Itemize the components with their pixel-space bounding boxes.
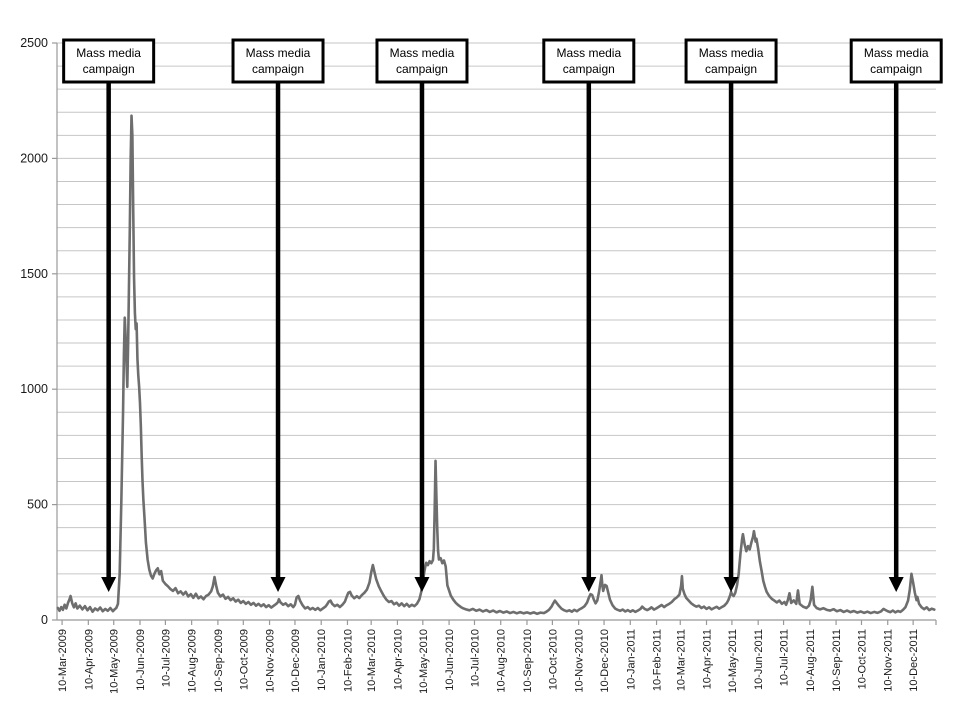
y-tick-label: 1000 <box>20 382 48 396</box>
x-tick-label: 10-Jun-2010 <box>444 629 456 691</box>
x-tick-label: 10-Jun-2009 <box>135 629 147 691</box>
campaign-arrowhead <box>414 577 430 592</box>
x-tick-label: 10-May-2010 <box>418 629 430 694</box>
x-tick-label: 10-Jul-2010 <box>469 629 481 687</box>
campaign-arrowhead <box>270 577 286 592</box>
x-tick-label: 10-Feb-2011 <box>652 629 664 691</box>
x-tick-label: 10-Aug-2011 <box>805 629 817 692</box>
y-tick-label: 1500 <box>20 267 48 281</box>
x-tick-label: 10-Sep-2009 <box>213 629 225 693</box>
campaign-label-line2: campaign <box>396 62 448 76</box>
campaign-annotation: Mass media campaign <box>62 38 156 592</box>
campaign-box <box>684 38 778 84</box>
campaign-arrowhead <box>723 577 739 592</box>
campaign-arrowhead <box>581 577 597 592</box>
series-line <box>56 114 936 616</box>
campaign-label-line1: Mass media <box>246 46 311 60</box>
x-tick-label: 10-Jan-2011 <box>625 629 637 690</box>
x-tick-label: 10-Apr-2009 <box>83 629 95 690</box>
campaign-label-line2: campaign <box>870 62 922 76</box>
campaign-box <box>542 38 636 84</box>
campaign-arrowhead <box>888 577 904 592</box>
campaign-annotation: Mass media campaign <box>375 38 469 592</box>
campaign-box <box>62 38 156 84</box>
campaign-label-line2: campaign <box>563 62 615 76</box>
x-tick-label: 10-Aug-2010 <box>496 629 508 693</box>
campaign-label-line1: Mass media <box>556 46 621 60</box>
x-tick-label: 10-Sep-2011 <box>831 629 843 692</box>
x-tick-label: 10-Jan-2010 <box>316 629 328 691</box>
campaign-label-line1: Mass media <box>864 46 929 60</box>
campaign-annotation: Mass media campaign <box>849 38 943 592</box>
campaign-annotation: Mass media campaign <box>684 38 778 592</box>
x-tick-label: 10-Nov-2009 <box>265 629 277 693</box>
x-tick-label: 10-May-2011 <box>727 629 739 693</box>
campaign-label-line1: Mass media <box>699 46 764 60</box>
x-tick-label: 10-Apr-2010 <box>392 629 404 690</box>
campaign-label-line2: campaign <box>252 62 304 76</box>
x-tick-label: 10-May-2009 <box>109 629 121 694</box>
x-tick-label: 10-Jun-2011 <box>753 629 765 690</box>
x-tick-label: 10-Dec-2010 <box>599 629 611 693</box>
campaign-box <box>849 38 943 84</box>
campaign-annotation: Mass media campaign <box>231 38 325 592</box>
x-tick-label: 10-Apr-2011 <box>702 629 714 689</box>
x-tick-label: 10-Oct-2009 <box>238 629 250 690</box>
campaign-arrowhead <box>101 577 117 592</box>
x-tick-label: 10-Oct-2011 <box>856 629 868 689</box>
x-tick-label: 10-Oct-2010 <box>547 629 559 690</box>
x-tick-label: 10-Mar-2009 <box>57 629 69 692</box>
y-tick-label: 2000 <box>20 151 48 165</box>
x-tick-label: 10-Nov-2010 <box>574 629 586 693</box>
x-tick-label: 10-Dec-2011 <box>908 629 920 692</box>
x-tick-label: 10-Sep-2010 <box>522 629 534 693</box>
campaign-label-line2: campaign <box>83 62 135 76</box>
x-tick-label: 10-Aug-2009 <box>187 629 199 693</box>
campaign-label-line1: Mass media <box>390 46 455 60</box>
x-tick-label: 10-Feb-2010 <box>342 629 354 692</box>
y-tick-label: 2500 <box>20 36 48 50</box>
campaign-label-line1: Mass media <box>76 46 141 60</box>
x-tick-label: 10-Nov-2011 <box>883 629 895 692</box>
x-tick-label: 10-Mar-2010 <box>366 629 378 692</box>
x-tick-label: 10-Dec-2009 <box>290 629 302 693</box>
x-tick-label: 10-Jul-2009 <box>160 629 172 687</box>
y-tick-label: 500 <box>27 498 48 512</box>
campaign-box <box>375 38 469 84</box>
campaign-label-line2: campaign <box>705 62 757 76</box>
y-tick-label: 0 <box>41 613 48 627</box>
campaign-box <box>231 38 325 84</box>
x-tick-label: 10-Jul-2011 <box>779 629 791 686</box>
x-tick-label: 10-Mar-2011 <box>675 629 687 691</box>
campaign-annotation: Mass media campaign <box>542 38 636 592</box>
